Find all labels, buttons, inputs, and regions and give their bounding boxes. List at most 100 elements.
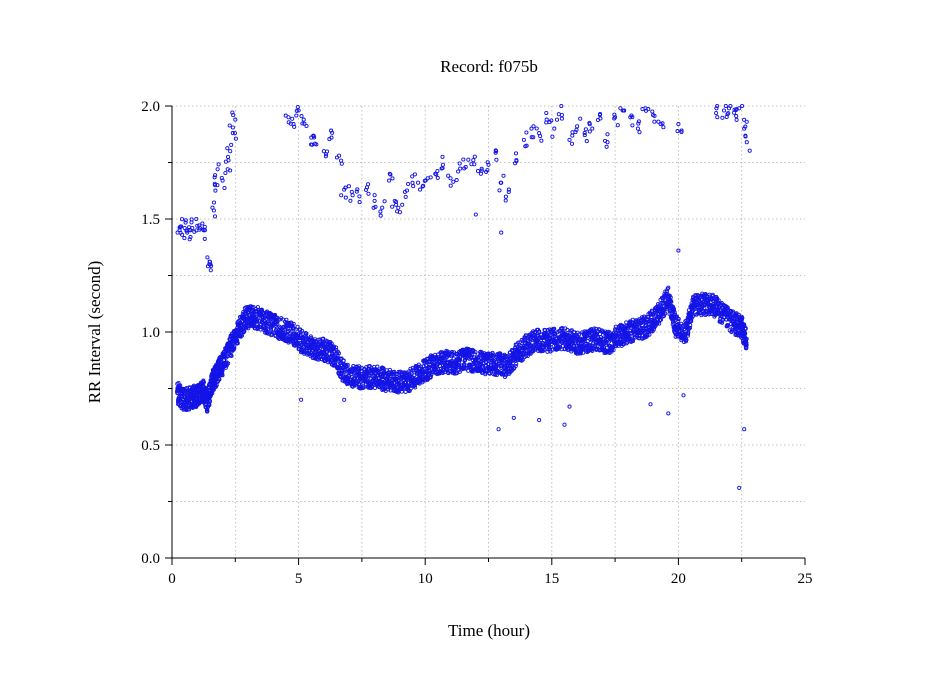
rr-point	[217, 377, 222, 382]
rr-upper-point	[228, 149, 233, 154]
rr-upper-point	[396, 205, 401, 210]
rr-point	[313, 349, 318, 355]
rr-point	[220, 367, 225, 373]
rr-upper-point	[232, 131, 237, 136]
rr-outlier-point	[562, 422, 567, 427]
rr-point	[345, 362, 350, 367]
rr-point	[220, 373, 225, 378]
rr-point	[367, 364, 372, 369]
chart-title: Record: f075b	[440, 57, 538, 76]
rr-upper-point	[744, 140, 749, 145]
rr-upper-point	[366, 191, 371, 196]
rr-upper-point	[440, 162, 445, 167]
rr-upper-point	[552, 126, 557, 131]
rr-outlier-point	[742, 427, 747, 432]
rr-outlier-point	[499, 230, 504, 235]
y-axis-label: RR Interval (second)	[85, 261, 104, 404]
rr-point	[178, 383, 183, 388]
rr-upper-point	[539, 138, 544, 143]
rr-upper-point	[554, 117, 560, 122]
rr-upper-point	[290, 116, 295, 121]
rr-point	[345, 364, 350, 369]
rr-point	[293, 327, 298, 332]
rr-point	[232, 345, 237, 350]
rr-upper-point	[380, 205, 385, 210]
rr-outlier-point	[299, 397, 304, 402]
rr-upper-point	[590, 126, 595, 131]
rr-upper-point	[747, 148, 752, 153]
rr-point	[295, 324, 300, 329]
rr-point	[207, 402, 212, 408]
rr-upper-point	[458, 166, 463, 171]
rr-upper-point	[435, 168, 440, 174]
rr-upper-point	[372, 193, 377, 198]
rr-upper-point	[714, 110, 719, 116]
rr-point	[334, 345, 339, 350]
rr-point	[177, 394, 182, 399]
rr-outlier-point	[342, 397, 347, 402]
rr-point	[235, 341, 240, 346]
rr-upper-point	[513, 151, 519, 156]
y-tick-label: 0.0	[141, 551, 160, 567]
rr-upper-point	[583, 127, 588, 132]
rr-upper-point	[466, 157, 471, 162]
rr-upper-point	[534, 126, 539, 131]
rr-point	[208, 399, 213, 404]
rr-upper-point	[503, 198, 508, 203]
rr-upper-point	[299, 114, 304, 119]
rr-outlier-point	[496, 427, 501, 432]
rr-upper-point	[200, 221, 205, 226]
rr-upper-point	[435, 175, 440, 180]
rr-upper-point	[569, 141, 575, 146]
rr-point	[336, 351, 341, 356]
rr-upper-point	[559, 116, 564, 121]
rr-upper-point	[584, 139, 589, 144]
rr-upper-point	[618, 106, 623, 111]
rr-outlier-point	[473, 212, 478, 217]
rr-upper-point	[570, 133, 575, 138]
rr-point	[201, 384, 206, 389]
rr-point	[331, 344, 337, 349]
rr-upper-point	[635, 126, 640, 131]
rr-upper-point	[410, 180, 415, 185]
rr-point	[341, 358, 346, 363]
rr-upper-point	[211, 208, 216, 213]
rr-upper-point	[734, 117, 739, 122]
rr-upper-point	[294, 113, 299, 118]
rr-point	[356, 371, 361, 376]
data-points	[175, 103, 752, 490]
rr-upper-point	[222, 185, 227, 191]
rr-upper-point	[497, 188, 502, 193]
rr-upper-point	[457, 161, 462, 166]
rr-upper-point	[661, 125, 666, 130]
rr-upper-point	[503, 194, 508, 199]
rr-upper-point	[461, 157, 466, 162]
x-tick-label: 15	[544, 571, 559, 587]
rr-upper-point	[366, 182, 371, 187]
rr-upper-point	[652, 119, 657, 124]
rr-upper-point	[212, 214, 218, 219]
x-tick-label: 0	[168, 571, 176, 587]
rr-upper-point	[348, 198, 353, 203]
rr-point	[354, 378, 359, 383]
rr-point	[251, 304, 256, 310]
rr-point	[284, 317, 289, 322]
y-tick-label: 0.5	[141, 438, 160, 454]
grid-lines	[172, 105, 805, 558]
rr-point	[205, 409, 210, 414]
rr-outlier-point	[681, 393, 686, 398]
rr-upper-point	[630, 123, 635, 128]
rr-point	[238, 332, 244, 337]
rr-upper-point	[350, 193, 355, 198]
rr-point	[229, 353, 234, 358]
rr-upper-point	[387, 178, 392, 183]
rr-point	[267, 319, 272, 324]
rr-point	[226, 361, 231, 366]
rr-upper-point	[208, 268, 213, 273]
rr-point	[339, 374, 344, 379]
rr-upper-point	[225, 146, 230, 151]
rr-point	[291, 321, 296, 326]
rr-point	[329, 341, 334, 346]
rr-upper-point	[216, 162, 221, 167]
rr-point	[235, 338, 240, 343]
